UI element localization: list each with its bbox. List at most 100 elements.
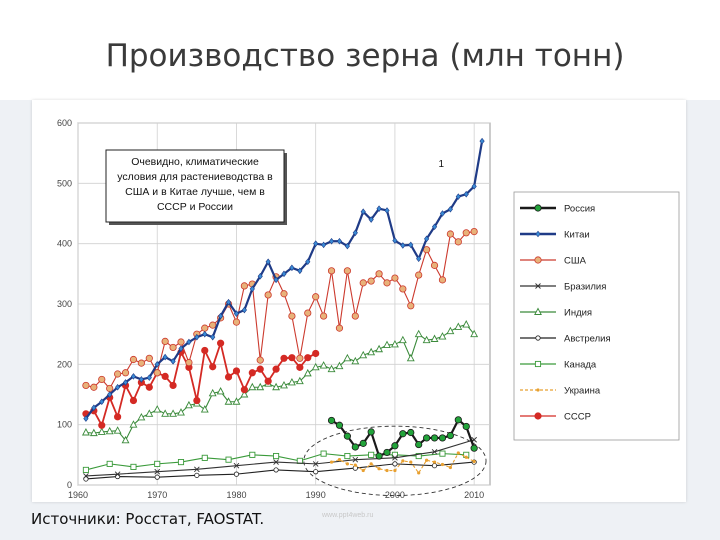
data-point [138,376,144,383]
x-tick-label: 1990 [306,490,326,500]
data-point [241,306,247,314]
data-point [352,456,359,463]
data-point [375,452,383,460]
series-США [82,228,478,393]
data-point [98,421,106,429]
data-point [536,388,540,392]
data-point [184,400,193,409]
source-note: Источники: Росстат, FAOSTAT. [31,510,265,528]
data-point [415,440,423,449]
data-point [161,409,170,417]
legend-item: Китаи [520,230,590,241]
data-point [177,408,185,416]
data-point [472,459,476,464]
data-point [351,312,359,320]
data-point [319,361,328,369]
y-tick-label: 600 [57,118,72,128]
data-point [392,455,398,461]
data-point [232,397,241,405]
data-point [90,383,98,391]
data-point [360,208,366,215]
data-point [121,435,130,444]
data-point [287,377,296,386]
data-point [535,335,541,341]
data-point [145,383,153,391]
legend-label: Австрелия [564,334,611,345]
data-point [264,377,272,385]
data-point [83,415,89,422]
data-point [470,444,478,452]
data-point [417,471,421,475]
data-point [129,355,138,364]
data-point [256,356,264,364]
data-point [383,448,391,457]
data-point [130,463,137,470]
data-point [145,354,153,362]
data-point [201,324,209,332]
data-point [240,390,249,398]
data-point [454,238,462,246]
y-tick-label: 100 [57,420,72,430]
data-point [392,461,398,467]
data-point [440,462,445,467]
data-point [115,383,121,391]
data-point [336,237,343,245]
data-point [471,183,477,190]
data-point [265,258,271,266]
data-point [320,450,327,457]
data-point [359,350,368,359]
data-point [185,358,193,367]
data-point [170,358,176,365]
data-point [264,291,272,299]
data-point [352,229,358,237]
data-point [177,338,185,346]
data-point [224,397,233,405]
data-point [368,451,375,458]
data-point [377,467,381,471]
data-point [281,270,287,278]
data-point [194,472,200,478]
data-point [399,430,407,438]
data-point [169,409,178,417]
data-point [154,361,160,368]
data-point [311,362,320,371]
data-point [225,298,232,306]
data-point [115,473,121,480]
legend-label: Индия [564,308,592,319]
data-point [446,230,454,238]
data-point [430,261,439,269]
data-point [208,388,217,397]
data-point [121,369,130,377]
data-point [344,242,350,250]
data-point [401,459,405,463]
data-point [161,337,169,346]
data-point [407,428,415,437]
data-point [430,434,439,442]
data-point [82,381,90,390]
data-point [106,460,113,467]
data-point [422,335,431,344]
data-point [288,312,296,320]
data-point [232,367,241,375]
annotation-box [105,149,285,223]
data-point [327,267,336,275]
annotation-line: США и в Китае лучше, чем в [125,186,265,198]
annotation-marker: 1 [439,159,445,170]
legend-label: Украина [564,386,601,397]
data-point [177,459,185,466]
data-point [97,427,106,435]
series-Бразилия [83,436,477,479]
data-point [186,338,192,346]
data-point [289,264,295,272]
data-point [383,279,391,287]
data-point [375,270,383,278]
data-point [535,283,541,289]
data-point [335,421,344,429]
data-point [423,434,431,442]
legend-label: Китаи [564,230,590,241]
legend-item: СССР [520,412,591,423]
legend-label: Россия [564,204,595,215]
data-point [351,443,359,451]
y-tick-label: 200 [57,359,72,369]
annotation-line: СССР и России [157,201,233,213]
